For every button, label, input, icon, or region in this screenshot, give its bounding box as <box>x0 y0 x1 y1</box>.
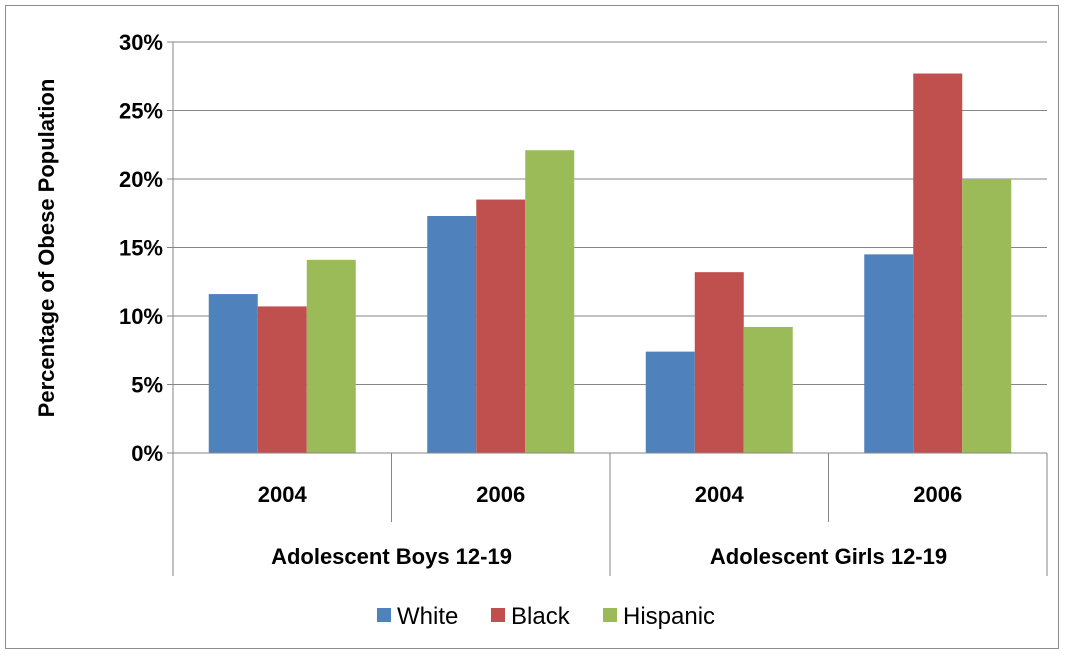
legend: White Black Hispanic <box>377 603 715 630</box>
bar-black-3 <box>913 73 963 453</box>
bar-white-1 <box>427 215 477 453</box>
legend-swatch-white <box>377 608 391 622</box>
x-category-label: 2004 <box>258 482 308 507</box>
bar-hispanic-3 <box>962 179 1012 453</box>
y-axis-label: Percentage of Obese Population <box>34 79 59 418</box>
y-tick-label: 15% <box>119 236 163 261</box>
bar-hispanic-1 <box>525 150 575 454</box>
y-tick-label: 30% <box>119 30 163 55</box>
x-category-label: 2004 <box>695 482 745 507</box>
bar-black-2 <box>694 272 744 453</box>
y-tick-label: 5% <box>131 373 163 398</box>
y-tick-label: 25% <box>119 99 163 124</box>
legend-label-white: White <box>397 603 458 630</box>
x-categories: 2004 2006 2004 2006 Adolescent Boys 12-19 Ado… <box>258 482 962 569</box>
y-ticks: 0% 5% 10% 15% 20% 25% 30% <box>119 30 163 466</box>
y-tick-label: 20% <box>119 167 163 192</box>
legend-swatch-hispanic <box>603 608 617 622</box>
axes <box>167 41 1048 576</box>
bar-white-2 <box>645 351 695 453</box>
x-group-label: Adolescent Girls 12-19 <box>710 544 947 569</box>
bar-black-0 <box>257 306 307 453</box>
x-category-label: 2006 <box>913 482 962 507</box>
legend-label-black: Black <box>511 603 571 630</box>
bar-hispanic-0 <box>306 259 356 453</box>
bar-hispanic-2 <box>743 326 793 453</box>
bar-white-3 <box>864 254 914 453</box>
y-tick-label: 0% <box>131 441 163 466</box>
x-category-label: 2006 <box>476 482 525 507</box>
legend-swatch-black <box>491 608 505 622</box>
bar-black-1 <box>476 199 526 453</box>
bars <box>208 73 1012 454</box>
x-group-label: Adolescent Boys 12-19 <box>271 544 512 569</box>
y-tick-label: 10% <box>119 304 163 329</box>
bar-white-0 <box>208 294 258 453</box>
legend-label-hispanic: Hispanic <box>623 603 715 630</box>
